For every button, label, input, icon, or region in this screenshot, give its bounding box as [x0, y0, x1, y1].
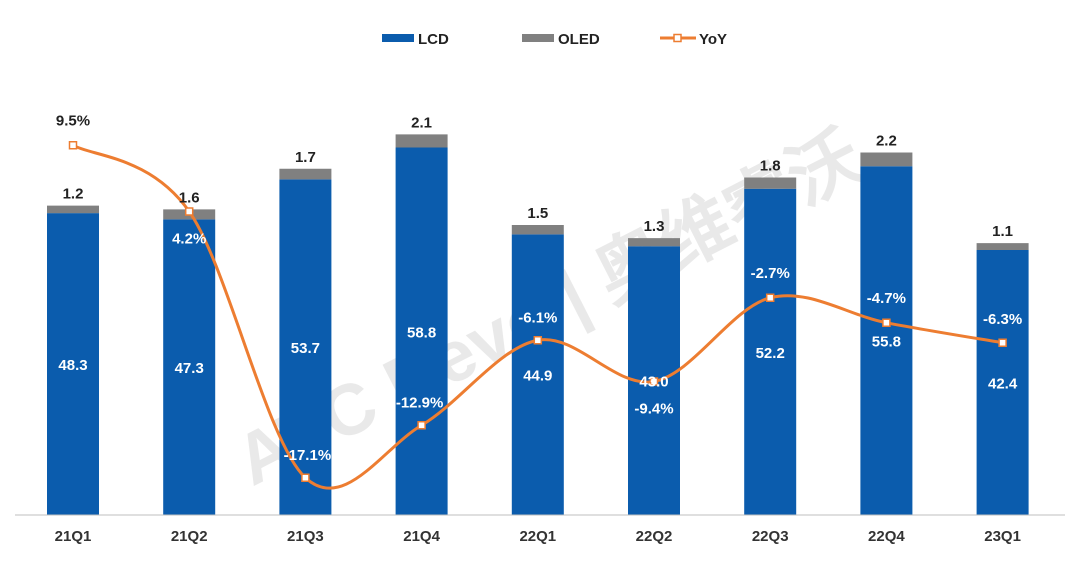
label-yoy-22Q1: -6.1%: [518, 309, 557, 326]
label-yoy-22Q3: -2.7%: [751, 265, 790, 282]
label-yoy-22Q2: -9.4%: [634, 401, 673, 418]
x-tick-21Q4: 21Q4: [403, 528, 440, 545]
bar-lcd-23Q1: [976, 250, 1029, 515]
bar-oled-22Q2: [628, 238, 680, 247]
legend-oled-swatch: [522, 34, 554, 42]
bar-lcd-22Q3: [744, 188, 797, 515]
yoy-marker-21Q3: [301, 473, 310, 482]
label-oled-21Q2: 1.6: [179, 189, 200, 206]
yoy-line-path: [72, 143, 1003, 490]
label-oled-21Q1: 1.2: [63, 186, 84, 203]
label-lcd-23Q1: 42.4: [988, 376, 1018, 393]
label-yoy-21Q4: -12.9%: [396, 394, 444, 411]
legend-lcd-swatch: [382, 34, 414, 42]
x-tick-22Q1: 22Q1: [519, 528, 556, 545]
label-lcd-21Q3: 53.7: [291, 340, 320, 357]
yoy-marker-23Q1: [998, 338, 1007, 347]
yoy-line: [68, 141, 1007, 490]
label-yoy-21Q2: 4.2%: [172, 231, 206, 248]
bar-oled-22Q4: [860, 152, 913, 167]
bar-oled-22Q3: [744, 177, 797, 189]
yoy-marker-22Q2: [649, 377, 659, 386]
label-lcd-22Q3: 52.2: [756, 345, 785, 362]
label-yoy-21Q3: -17.1%: [284, 447, 332, 464]
x-tick-21Q2: 21Q2: [171, 528, 208, 545]
bar-oled-21Q3: [279, 168, 332, 180]
label-oled-23Q1: 1.1: [992, 223, 1013, 240]
label-lcd-21Q2: 47.3: [175, 360, 204, 377]
label-lcd-22Q2: 43.0: [639, 374, 668, 391]
label-lcd-22Q1: 44.9: [523, 368, 552, 385]
bar-lcd-21Q2: [163, 219, 216, 515]
label-oled-22Q1: 1.5: [527, 205, 548, 222]
x-tick-22Q4: 22Q4: [868, 528, 905, 545]
label-oled-21Q3: 1.7: [295, 149, 316, 166]
x-tick-labels: 21Q1 21Q2 21Q3 21Q4 22Q1 22Q2 22Q3 22Q4 23Q1: [55, 528, 1021, 545]
legend: LCD OLED YoY: [382, 31, 727, 48]
x-tick-22Q3: 22Q3: [752, 528, 789, 545]
label-lcd-22Q4: 55.8: [872, 334, 901, 351]
bar-oled-21Q1: [47, 205, 99, 214]
label-oled-22Q4: 2.2: [876, 133, 897, 150]
data-labels: 48.3 1.2 47.3 1.6 53.7 1.7 58.8 2.1 44.9 1.5 43.0 1…: [56, 112, 1022, 464]
x-tick-21Q1: 21Q1: [55, 528, 92, 545]
bar-oled-21Q4: [395, 134, 448, 148]
bar-lcd-22Q1: [511, 234, 564, 515]
label-yoy-23Q1: -6.3%: [983, 311, 1022, 328]
legend-yoy-marker: [673, 33, 682, 43]
label-oled-22Q3: 1.8: [760, 158, 781, 175]
label-oled-21Q4: 2.1: [411, 114, 432, 131]
label-lcd-21Q4: 58.8: [407, 324, 436, 341]
x-tick-23Q1: 23Q1: [984, 528, 1021, 545]
yoy-marker-21Q1: [68, 141, 78, 150]
bar-lcd-22Q4: [860, 166, 913, 515]
yoy-marker-22Q1: [533, 336, 543, 345]
bar-oled-23Q1: [976, 243, 1029, 250]
bar-lcd-21Q4: [395, 147, 448, 515]
legend-lcd-label: LCD: [418, 31, 449, 48]
bars: [47, 134, 1029, 515]
legend-yoy-label: YoY: [699, 31, 727, 48]
yoy-marker-22Q4: [882, 318, 891, 327]
label-oled-22Q2: 1.3: [644, 218, 665, 235]
x-tick-22Q2: 22Q2: [636, 528, 673, 545]
label-yoy-21Q1: 9.5%: [56, 112, 90, 129]
bar-lcd-21Q3: [279, 179, 332, 515]
label-lcd-21Q1: 48.3: [58, 357, 87, 374]
x-tick-21Q3: 21Q3: [287, 528, 324, 545]
bar-lcd-21Q1: [47, 213, 99, 515]
yoy-marker-21Q2: [184, 207, 194, 216]
bar-oled-22Q1: [511, 225, 564, 235]
yoy-marker-21Q4: [417, 421, 426, 430]
legend-oled-label: OLED: [558, 31, 600, 48]
label-yoy-22Q4: -4.7%: [867, 290, 906, 307]
yoy-marker-22Q3: [765, 293, 775, 302]
